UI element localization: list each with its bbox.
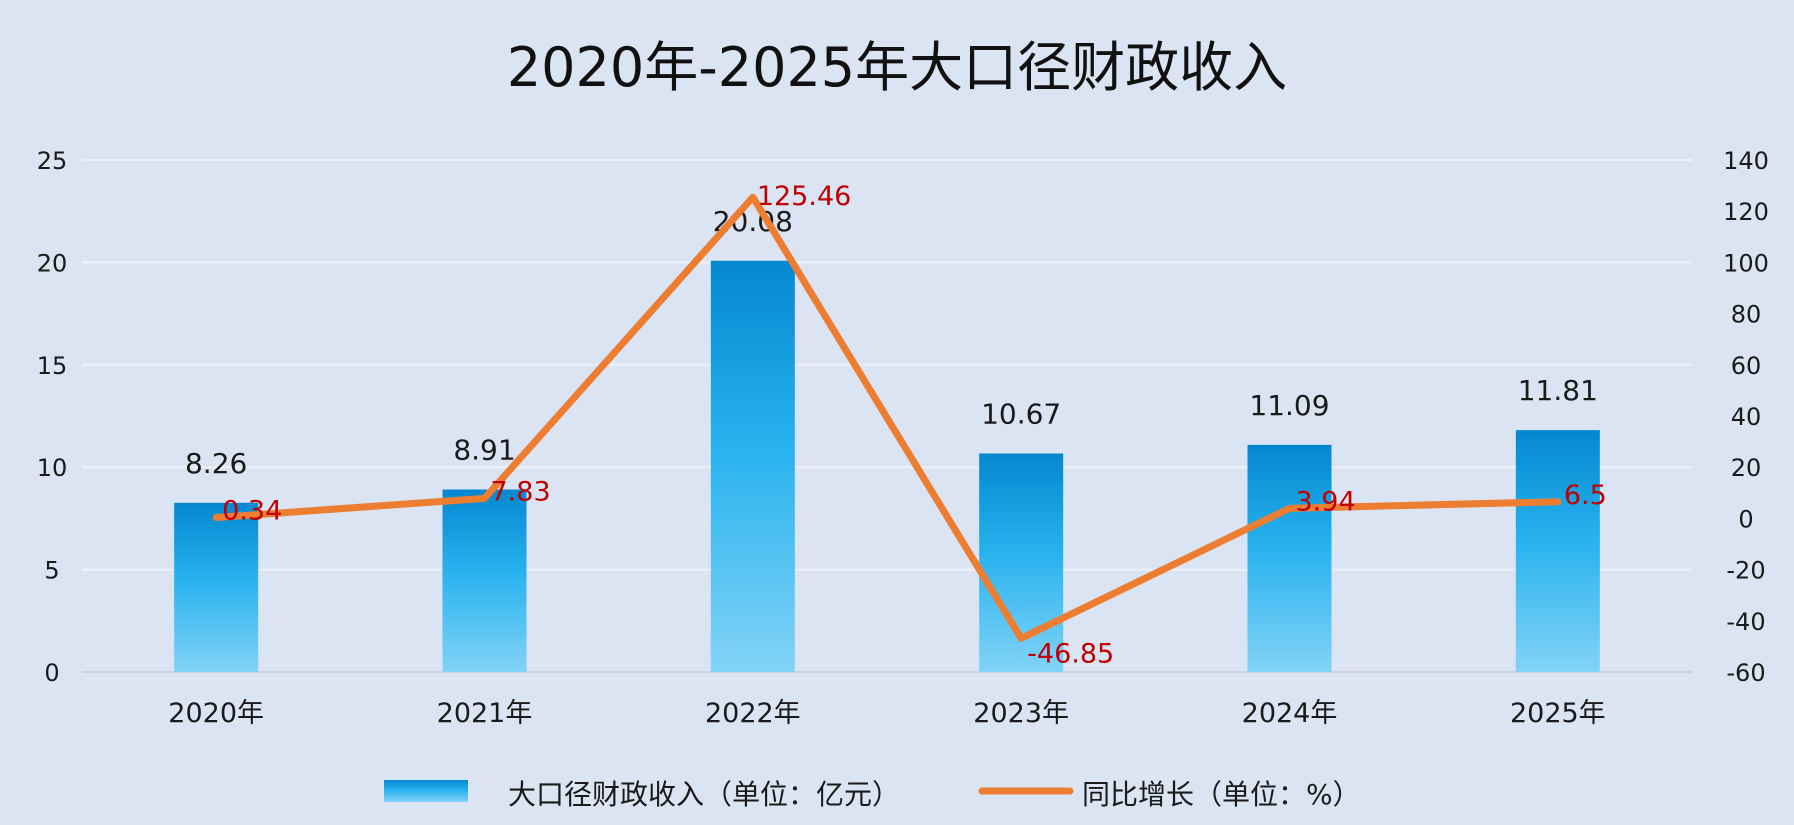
right-tick-label: 100 bbox=[1723, 249, 1769, 277]
right-tick-label: -20 bbox=[1726, 557, 1765, 585]
bar-value-label: 10.67 bbox=[981, 397, 1061, 430]
bar bbox=[442, 489, 527, 672]
x-tick-label: 2023年 bbox=[973, 698, 1069, 729]
left-tick-label: 15 bbox=[37, 352, 68, 380]
line-value-label: 3.94 bbox=[1296, 486, 1356, 517]
right-tick-label: 20 bbox=[1731, 454, 1762, 482]
right-axis: -60 -40 -20 0 20 40 60 80 100 120 140 bbox=[1723, 147, 1769, 687]
left-tick-label: 25 bbox=[37, 147, 68, 175]
left-tick-label: 0 bbox=[44, 659, 59, 687]
bar bbox=[1247, 444, 1332, 672]
legend-bar-swatch bbox=[384, 780, 468, 802]
line-value-label: 7.83 bbox=[491, 476, 551, 507]
right-tick-label: -40 bbox=[1726, 608, 1765, 636]
right-tick-label: 140 bbox=[1723, 147, 1769, 175]
right-tick-label: 40 bbox=[1731, 403, 1762, 431]
bar-value-label: 8.91 bbox=[453, 434, 515, 467]
line-point bbox=[1554, 498, 1561, 505]
bar bbox=[710, 260, 795, 672]
grid-lines bbox=[82, 159, 1692, 673]
line-series bbox=[212, 193, 1562, 642]
right-tick-label: 60 bbox=[1731, 352, 1762, 380]
line-value-label: 125.46 bbox=[757, 181, 851, 212]
right-tick-label: -60 bbox=[1726, 659, 1765, 687]
line-point bbox=[1018, 635, 1025, 642]
x-tick-label: 2020年 bbox=[168, 698, 264, 729]
line-value-label: -46.85 bbox=[1027, 638, 1114, 669]
line-point bbox=[213, 514, 220, 521]
growth-line bbox=[212, 193, 1562, 642]
bar bbox=[1515, 430, 1600, 672]
x-tick-label: 2025年 bbox=[1510, 698, 1606, 729]
x-tick-label: 2024年 bbox=[1242, 698, 1338, 729]
chart-title: 2020年-2025年大口径财政收入 bbox=[507, 36, 1287, 99]
line-data-labels: 0.34 7.83 125.46 -46.85 3.94 6.5 bbox=[222, 181, 1607, 669]
legend: 大口径财政收入（单位：亿元） 同比增长（单位：%） bbox=[384, 778, 1361, 811]
legend-bar-label: 大口径财政收入（单位：亿元） bbox=[508, 778, 900, 811]
x-axis: 2020年 2021年 2022年 2023年 2024年 2025年 bbox=[168, 698, 1605, 729]
x-tick-label: 2021年 bbox=[437, 698, 533, 729]
left-axis: 0 5 10 15 20 25 bbox=[37, 147, 68, 687]
right-tick-label: 120 bbox=[1723, 198, 1769, 226]
line-value-label: 6.5 bbox=[1564, 480, 1607, 511]
bar-value-label: 11.81 bbox=[1518, 374, 1598, 407]
bar bbox=[174, 502, 259, 672]
line-value-label: 0.34 bbox=[222, 496, 282, 527]
right-tick-label: 80 bbox=[1731, 301, 1762, 329]
bar-value-label: 11.09 bbox=[1249, 389, 1329, 422]
left-tick-label: 10 bbox=[37, 454, 68, 482]
line-point bbox=[749, 194, 756, 201]
left-tick-label: 20 bbox=[37, 249, 68, 277]
legend-line-label: 同比增长（单位：%） bbox=[1082, 778, 1361, 811]
left-tick-label: 5 bbox=[44, 557, 59, 585]
line-point bbox=[1286, 505, 1293, 512]
line-point bbox=[481, 495, 488, 502]
bar-series bbox=[174, 260, 1600, 672]
bar-value-label: 8.26 bbox=[185, 447, 247, 480]
right-tick-label: 0 bbox=[1738, 505, 1753, 533]
x-tick-label: 2022年 bbox=[705, 698, 801, 729]
